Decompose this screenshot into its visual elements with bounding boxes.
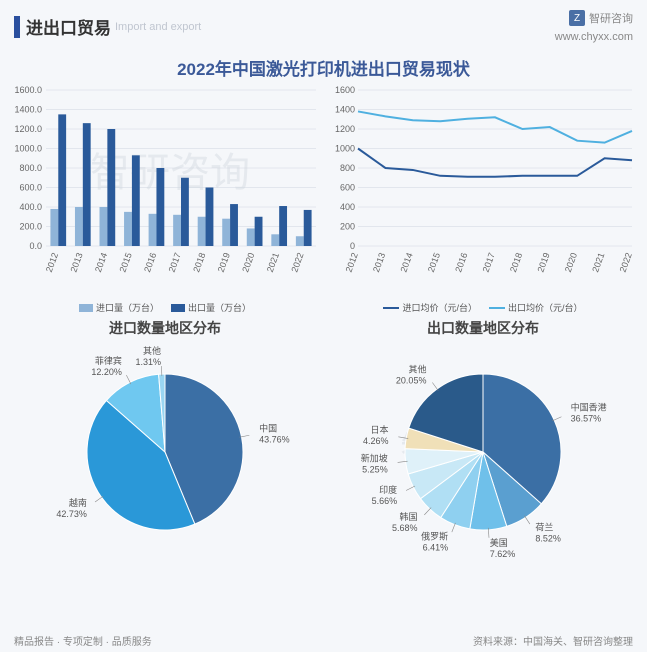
line-chart: 0 200 400 600 800 1000 1200 1400 1600 2012 2013 201…: [328, 84, 638, 294]
svg-text:2018: 2018: [508, 251, 524, 273]
svg-text:2017: 2017: [167, 251, 183, 273]
line-chart-panel: 0 200 400 600 800 1000 1200 1400 1600 2012 2013 201…: [328, 84, 638, 316]
header-title-en: Import and export: [115, 21, 201, 33]
svg-text:1000: 1000: [335, 144, 355, 154]
content: 0.0 200.0 400.0 600.0 800.0 1000.0 1200.0 1400.…: [0, 84, 647, 585]
svg-text:400: 400: [340, 202, 355, 212]
svg-text:2015: 2015: [426, 251, 442, 273]
svg-text:2019: 2019: [216, 251, 232, 273]
svg-text:其他: 其他: [408, 363, 426, 374]
svg-text:2016: 2016: [142, 251, 158, 273]
brand-url: www.chyxx.com: [555, 31, 633, 43]
svg-text:200.0: 200.0: [19, 222, 42, 232]
legend-item: 进口均价（元/台）: [383, 301, 477, 314]
svg-text:2013: 2013: [68, 251, 84, 273]
svg-text:200: 200: [340, 222, 355, 232]
svg-text:600.0: 600.0: [19, 183, 42, 193]
svg-text:1.31%: 1.31%: [136, 357, 162, 367]
svg-text:韩国: 韩国: [399, 511, 417, 522]
svg-text:400.0: 400.0: [19, 202, 42, 212]
svg-text:8.52%: 8.52%: [535, 533, 561, 543]
header-right: Z 智研咨询 www.chyxx.com: [555, 10, 633, 43]
svg-text:12.20%: 12.20%: [91, 367, 122, 377]
svg-text:20.05%: 20.05%: [396, 375, 427, 385]
svg-text:5.66%: 5.66%: [372, 496, 398, 506]
svg-text:其他: 其他: [143, 345, 161, 356]
svg-text:42.73%: 42.73%: [56, 509, 87, 519]
svg-text:菲律宾: 菲律宾: [95, 355, 122, 366]
footer-left: 精品报告 · 专项定制 · 品质服务: [14, 633, 152, 648]
svg-text:2021: 2021: [265, 251, 281, 273]
svg-text:5.25%: 5.25%: [362, 465, 388, 475]
svg-text:800: 800: [340, 163, 355, 173]
footer-right: 资料来源：中国海关、智研咨询整理: [473, 633, 633, 648]
top-row: 0.0 200.0 400.0 600.0 800.0 1000.0 1200.0 1400.…: [10, 84, 637, 316]
svg-text:7.62%: 7.62%: [490, 549, 516, 559]
svg-text:1200.0: 1200.0: [14, 124, 42, 134]
svg-text:1000.0: 1000.0: [14, 144, 42, 154]
svg-text:2022: 2022: [289, 251, 305, 273]
bar-legend: 进口量（万台） 出口量（万台）: [10, 299, 320, 316]
legend-item: 出口均价（元/台）: [489, 301, 583, 314]
svg-text:0.0: 0.0: [29, 241, 42, 251]
svg-text:2019: 2019: [535, 251, 551, 273]
svg-text:800.0: 800.0: [19, 163, 42, 173]
svg-text:1600: 1600: [335, 85, 355, 95]
accent-bar: [14, 16, 20, 38]
svg-text:荷兰: 荷兰: [535, 521, 553, 532]
svg-text:2015: 2015: [118, 251, 134, 273]
brand-icon: Z: [569, 10, 585, 26]
bottom-row: 进口数量地区分布 中国43.76%越南42.73%菲律宾12.20%其他1.31…: [10, 316, 637, 585]
pie-export-panel: 出口数量地区分布 中国香港36.57% 荷兰8.52% 美国7.62% 俄罗斯6.41…: [328, 316, 638, 585]
svg-text:2012: 2012: [44, 251, 60, 273]
svg-text:1400: 1400: [335, 105, 355, 115]
footer: 精品报告 · 专项定制 · 品质服务 资料来源：中国海关、智研咨询整理: [0, 633, 647, 648]
svg-text:2012: 2012: [344, 251, 360, 273]
bar-chart: 0.0 200.0 400.0 600.0 800.0 1000.0 1200.0 1400.…: [10, 84, 320, 294]
svg-text:中国: 中国: [259, 422, 277, 433]
svg-text:2014: 2014: [93, 251, 109, 273]
svg-text:美国: 美国: [490, 537, 508, 548]
svg-text:600: 600: [340, 183, 355, 193]
svg-text:6.41%: 6.41%: [423, 542, 449, 552]
svg-text:2016: 2016: [453, 251, 469, 273]
svg-text:俄罗斯: 俄罗斯: [421, 530, 448, 541]
svg-text:中国香港: 中国香港: [571, 402, 607, 413]
svg-text:2020: 2020: [563, 251, 579, 273]
svg-text:2013: 2013: [371, 251, 387, 273]
svg-text:2021: 2021: [590, 251, 606, 273]
svg-text:2020: 2020: [240, 251, 256, 273]
header-left: 进出口贸易 Import and export: [14, 14, 201, 39]
pie-import: 中国43.76% 越南42.73% 菲律宾12.20% 其他1.31%: [10, 340, 320, 580]
line-legend: 进口均价（元/台） 出口均价（元/台）: [328, 299, 638, 316]
svg-text:1600.0: 1600.0: [14, 85, 42, 95]
svg-text:43.76%: 43.76%: [259, 434, 290, 444]
svg-text:0: 0: [350, 241, 355, 251]
legend-item: 出口量（万台）: [171, 301, 251, 314]
pie-import-panel: 进口数量地区分布 中国43.76% 越南42.73% 菲律宾12.20% 其他1.31…: [10, 316, 320, 585]
header-title-cn: 进出口贸易: [26, 14, 111, 39]
svg-text:1200: 1200: [335, 124, 355, 134]
svg-text:越南: 越南: [69, 497, 87, 508]
svg-text:日本: 日本: [370, 424, 388, 435]
svg-text:4.26%: 4.26%: [363, 436, 389, 446]
svg-text:2022: 2022: [618, 251, 634, 273]
header: 进出口贸易 Import and export Z 智研咨询 www.chyxx…: [0, 0, 647, 49]
pie-import-title: 进口数量地区分布: [10, 316, 320, 340]
svg-text:2014: 2014: [398, 251, 414, 273]
bar-chart-panel: 0.0 200.0 400.0 600.0 800.0 1000.0 1200.0 1400.…: [10, 84, 320, 316]
svg-text:36.57%: 36.57%: [571, 414, 602, 424]
svg-text:1400.0: 1400.0: [14, 105, 42, 115]
pie-export: 中国香港36.57% 荷兰8.52% 美国7.62% 俄罗斯6.41% 韩国5.68% 印…: [328, 340, 638, 580]
svg-text:新加坡: 新加坡: [361, 453, 388, 464]
svg-text:2017: 2017: [481, 251, 497, 273]
brand-name: 智研咨询: [589, 10, 633, 26]
svg-text:2018: 2018: [191, 251, 207, 273]
svg-text:5.68%: 5.68%: [392, 523, 418, 533]
main-title: 2022年中国激光打印机进出口贸易现状: [0, 49, 647, 84]
svg-text:印度: 印度: [379, 484, 397, 495]
legend-item: 进口量（万台）: [79, 301, 159, 314]
pie-export-title: 出口数量地区分布: [328, 316, 638, 340]
